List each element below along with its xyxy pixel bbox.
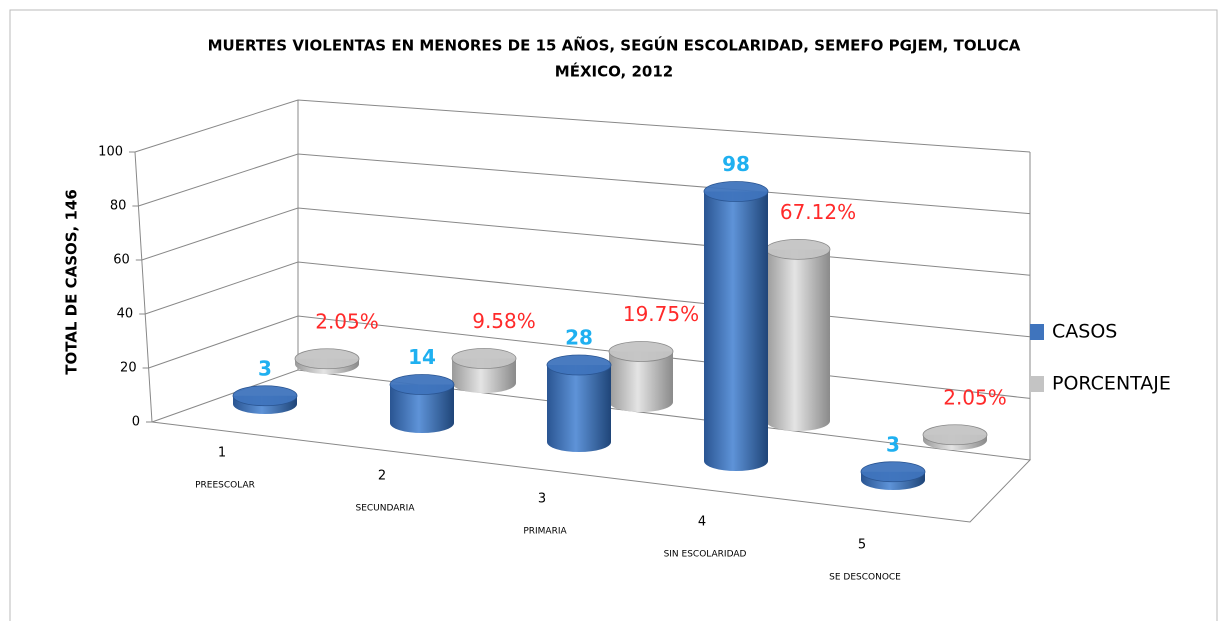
data-label: 9.58% — [472, 309, 536, 333]
cylinder — [451, 348, 517, 393]
data-label: 98 — [722, 152, 750, 176]
data-label: 2.05% — [943, 385, 1007, 409]
grid-line — [138, 153, 1031, 215]
cylinder-top — [294, 348, 360, 370]
cylinder — [294, 348, 360, 374]
cylinder-top — [451, 348, 517, 369]
legend-label: PORCENTAJE — [1052, 373, 1171, 395]
y-tick-label: 60 — [113, 253, 130, 268]
cylinder — [703, 181, 769, 471]
data-label: 3 — [258, 356, 272, 380]
y-tick-label: 0 — [132, 415, 140, 430]
cylinder-top — [703, 181, 769, 202]
x-tick-description: PREESCOLAR — [195, 481, 255, 491]
data-label: 14 — [408, 345, 436, 369]
x-tick-label: 5 — [858, 538, 866, 553]
y-tick-label: 80 — [110, 199, 127, 214]
legend-swatch — [1030, 324, 1044, 340]
cylinder-top — [860, 461, 926, 483]
legend-swatch — [1030, 376, 1044, 392]
cylinder-top — [608, 341, 674, 362]
cylinder — [608, 341, 674, 412]
cylinder-top — [765, 238, 831, 260]
data-label: 3 — [886, 432, 900, 456]
cylinder-top — [389, 374, 455, 395]
cylinder — [765, 238, 831, 431]
grid-line — [134, 99, 1031, 153]
y-tick-label: 100 — [98, 145, 123, 160]
chart-frame — [9, 9, 1218, 625]
cylinder-body — [547, 365, 611, 452]
cylinder — [922, 424, 988, 450]
x-tick-description: SE DESCONOCE — [829, 573, 901, 583]
x-tick-description: SIN ESCOLARIDAD — [664, 550, 747, 560]
cylinder-top — [922, 424, 988, 446]
cylinder-body — [704, 191, 768, 471]
cylinder-body — [390, 384, 454, 433]
x-tick-label: 2 — [378, 469, 386, 484]
legend-label: CASOS — [1052, 321, 1117, 343]
data-label: 67.12% — [780, 200, 856, 224]
cylinder — [389, 374, 455, 433]
x-tick-description: PRIMARIA — [523, 527, 567, 537]
x-tick-description: SECUNDARIA — [356, 504, 416, 514]
cylinder-top — [232, 385, 298, 407]
x-tick-label: 4 — [698, 515, 706, 530]
x-tick-label: 1 — [218, 446, 226, 461]
x-tick-label: 3 — [538, 492, 546, 507]
y-axis — [134, 151, 153, 423]
cylinder — [860, 461, 926, 490]
cylinder-body — [766, 249, 830, 431]
cylinder-top — [546, 354, 612, 376]
chart-title: MUERTES VIOLENTAS EN MENORES DE 15 AÑOS,… — [208, 36, 1021, 55]
cylinder — [232, 385, 298, 414]
data-label: 2.05% — [315, 309, 379, 333]
data-label: 28 — [565, 326, 593, 350]
data-label: 19.75% — [623, 302, 699, 326]
y-tick-label: 20 — [120, 361, 137, 376]
y-tick-label: 40 — [117, 307, 134, 322]
cylinder — [546, 354, 612, 452]
y-axis-label: TOTAL DE CASOS, 146 — [63, 189, 81, 375]
cylinder-body — [609, 351, 673, 412]
chart-title: MÉXICO, 2012 — [555, 62, 673, 81]
